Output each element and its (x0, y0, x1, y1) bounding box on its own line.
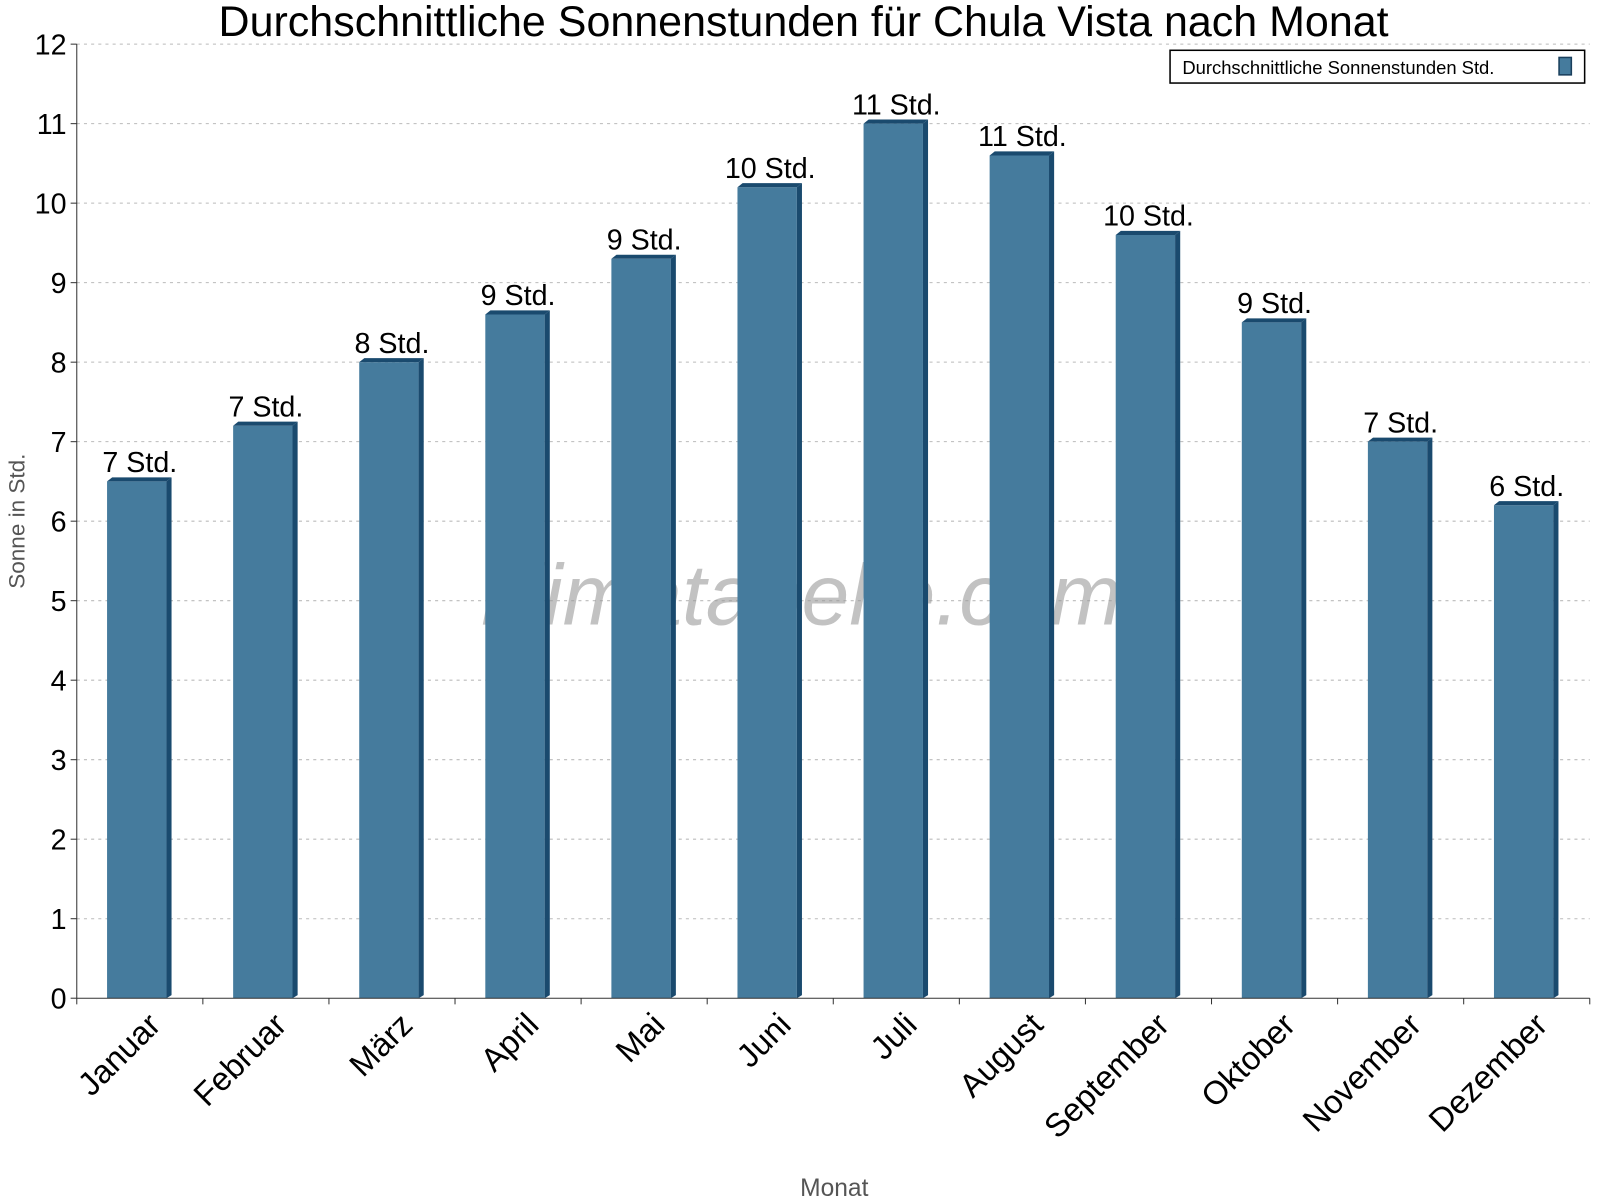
data-label: 11 Std. (978, 121, 1067, 153)
data-label: 9 Std. (607, 225, 682, 257)
legend: Durchschnittliche Sonnenstunden Std. (1169, 49, 1586, 84)
y-tick-label: 10 (35, 188, 67, 220)
data-label: 11 Std. (852, 89, 941, 121)
x-tick-label: Mai (608, 1006, 671, 1069)
data-label: 10 Std. (1103, 201, 1194, 233)
bar-top (359, 358, 424, 363)
x-tick-label: Oktober (1193, 1006, 1302, 1115)
bar (989, 155, 1050, 999)
bar-top (1367, 437, 1433, 442)
y-tick-label: 4 (51, 665, 67, 697)
data-label: 10 Std. (725, 153, 816, 185)
bar-side (166, 477, 172, 999)
y-tick-label: 6 (51, 506, 67, 538)
data-label: 9 Std. (1237, 288, 1312, 320)
chart-title: Durchschnittliche Sonnenstunden für Chul… (219, 0, 1389, 46)
bar-side (1553, 501, 1559, 999)
bar-top (233, 421, 298, 426)
bar-top (1493, 501, 1559, 506)
x-tick-label: September (1037, 1006, 1177, 1146)
y-tick-label: 11 (37, 109, 67, 141)
y-tick-label: 2 (51, 824, 67, 856)
bar-side (1301, 318, 1307, 999)
bar-top (989, 151, 1055, 156)
data-label: 7 Std. (102, 447, 177, 479)
bar-top (1241, 318, 1307, 323)
legend-box (1169, 49, 1586, 84)
bars: 7 Std. 7 Std. 8 Std. 9 Std. 9 Std. 10 Std. 11 … (102, 89, 1564, 999)
data-label: 7 Std. (228, 392, 303, 424)
y-tick-label: 1 (51, 904, 67, 936)
y-tick-label: 0 (51, 983, 67, 1015)
bar (1241, 322, 1302, 999)
bar (737, 187, 797, 999)
y-axis-label: Sonne in Std. (5, 454, 30, 589)
bar (107, 481, 167, 999)
y-tick-label: 7 (51, 427, 67, 459)
bar-side (796, 183, 802, 999)
bar (359, 362, 419, 999)
bar-top (485, 310, 550, 315)
x-tick-label: April (473, 1006, 546, 1079)
bar-side (922, 119, 929, 999)
legend-swatch (1558, 56, 1573, 76)
bar-side (292, 421, 298, 999)
bar (1493, 505, 1554, 999)
bar-side (1427, 437, 1433, 999)
y-tick-label: 5 (51, 586, 67, 618)
bar-side (1049, 151, 1055, 999)
bar-side (544, 310, 550, 999)
bar-top (737, 183, 802, 188)
bar-top (1115, 230, 1181, 235)
x-tick-label: August (952, 1006, 1050, 1104)
y-tick-label: 8 (51, 347, 67, 379)
bar (233, 425, 293, 999)
x-tick-label: Juli (863, 1006, 924, 1067)
data-label: 9 Std. (481, 280, 556, 312)
bar-top (611, 254, 676, 259)
bar-side (670, 254, 676, 999)
data-label: 8 Std. (355, 328, 430, 360)
x-tick-label: März (342, 1006, 420, 1084)
x-tick-label: November (1295, 1006, 1428, 1139)
bar (863, 123, 923, 999)
gridlines (76, 43, 1590, 920)
x-tick-label: Februar (186, 1006, 293, 1113)
bar (1367, 441, 1428, 999)
bar-side (418, 358, 424, 999)
x-tick-label: Januar (70, 1006, 167, 1103)
y-tick-label: 12 (35, 29, 67, 61)
y-tick-label: 9 (51, 268, 67, 300)
bar (1115, 234, 1176, 999)
data-label: 6 Std. (1489, 471, 1564, 503)
bar (485, 314, 545, 999)
y-tick-label: 3 (51, 745, 67, 777)
legend-label: Durchschnittliche Sonnenstunden Std. (1182, 57, 1494, 78)
x-tick-label: Dezember (1421, 1006, 1554, 1139)
bar-top (863, 119, 929, 124)
x-tick-label: Juni (729, 1006, 798, 1075)
data-label: 7 Std. (1363, 407, 1438, 439)
bar-side (1175, 230, 1181, 999)
x-axis-label: Monat (800, 1175, 868, 1200)
bar-top (107, 477, 172, 482)
bar (611, 258, 671, 999)
